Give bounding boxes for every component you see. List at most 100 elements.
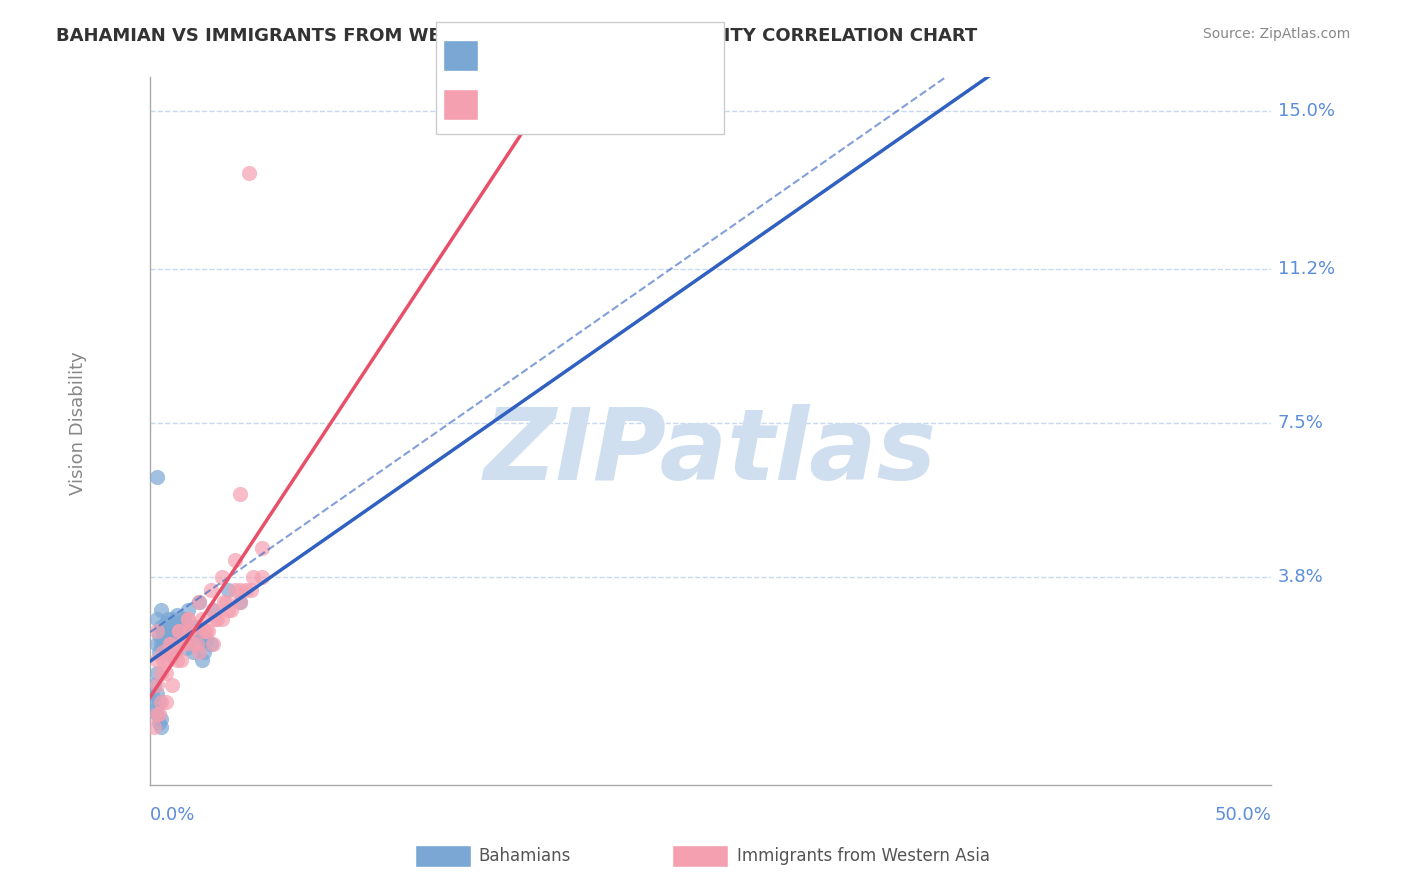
Point [159,637,181,651]
Point [170,637,193,651]
Point [179,628,201,642]
Point [188,595,211,609]
Point [235,582,257,597]
Point [166,653,188,667]
Point [143,720,166,734]
Point [150,665,173,680]
Point [143,703,166,717]
Point [145,470,167,484]
Point [190,612,212,626]
Point [188,637,211,651]
Point [193,645,215,659]
Text: Vision Disability: Vision Disability [69,351,87,495]
Text: R = 0.328   N = 58: R = 0.328 N = 58 [488,96,658,114]
Point [217,582,239,597]
Point [159,628,181,642]
Text: Bahamians: Bahamians [478,847,571,865]
Point [150,603,173,617]
Point [167,624,190,639]
Point [163,620,186,634]
Point [148,707,170,722]
Text: BAHAMIAN VS IMMIGRANTS FROM WESTERN ASIA VISION DISABILITY CORRELATION CHART: BAHAMIAN VS IMMIGRANTS FROM WESTERN ASIA… [56,27,977,45]
Point [177,612,200,626]
Point [215,595,238,609]
Point [190,628,212,642]
Point [163,645,186,659]
Point [217,603,239,617]
Point [181,645,204,659]
Point [238,166,260,180]
Point [174,640,197,655]
Point [167,624,190,639]
Point [179,624,201,639]
Point [228,487,250,501]
Point [155,665,177,680]
Point [188,645,211,659]
Text: Immigrants from Western Asia: Immigrants from Western Asia [737,847,990,865]
Point [145,707,167,722]
Point [197,624,219,639]
Point [143,695,166,709]
Point [152,645,174,659]
Text: 7.5%: 7.5% [1278,414,1323,432]
Point [212,595,235,609]
Point [156,612,179,626]
Point [250,541,273,555]
Point [211,612,233,626]
Point [200,637,222,651]
Text: 11.2%: 11.2% [1278,260,1334,278]
Point [170,615,193,630]
Point [211,570,233,584]
Point [177,603,200,617]
Point [162,645,184,659]
Point [181,637,204,651]
Point [167,637,190,651]
Point [152,628,174,642]
Point [145,624,167,639]
Point [173,612,195,626]
Point [224,582,246,597]
Point [179,624,201,639]
Point [239,582,262,597]
Point [204,612,226,626]
Point [174,624,197,639]
Point [145,665,167,680]
Point [177,612,200,626]
Point [150,695,173,709]
Point [167,624,190,639]
Point [207,612,229,626]
Point [148,695,170,709]
Point [195,632,218,647]
Point [156,653,179,667]
Text: 3.8%: 3.8% [1278,568,1323,586]
Point [250,570,273,584]
Point [162,678,184,692]
Point [166,607,188,622]
Point [184,620,207,634]
Point [145,612,167,626]
Text: Source: ZipAtlas.com: Source: ZipAtlas.com [1202,27,1350,41]
Point [219,603,242,617]
Point [186,624,208,639]
Point [150,637,173,651]
Point [186,637,208,651]
Text: 15.0%: 15.0% [1278,102,1334,120]
Point [145,687,167,701]
Point [181,637,204,651]
Point [155,615,177,630]
Point [148,628,170,642]
Point [163,645,186,659]
Point [156,632,179,647]
Point [145,637,167,651]
Point [200,582,222,597]
Point [166,615,188,630]
Point [159,637,181,651]
Point [201,637,224,651]
Point [242,570,264,584]
Point [159,645,181,659]
Point [148,645,170,659]
Point [193,624,215,639]
Text: ZIPatlas: ZIPatlas [484,404,938,501]
Point [195,624,218,639]
Point [201,603,224,617]
